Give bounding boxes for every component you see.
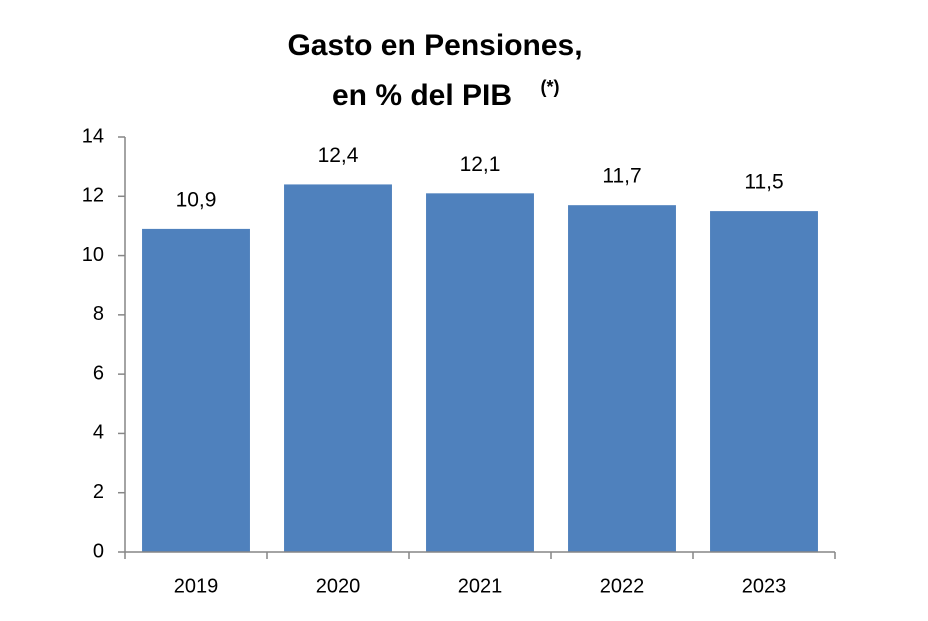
bar — [142, 228, 250, 552]
y-tick-label: 2 — [93, 481, 104, 503]
x-tick-label: 2022 — [600, 575, 645, 597]
y-tick-label: 10 — [82, 244, 104, 266]
value-label: 11,5 — [744, 171, 783, 194]
value-label: 12,4 — [318, 144, 359, 167]
bar — [568, 205, 676, 552]
value-label: 10,9 — [176, 188, 217, 211]
x-tick-label: 2023 — [742, 575, 787, 597]
title-note: (*) — [541, 77, 560, 97]
value-label: 12,1 — [460, 153, 501, 176]
y-tick-label: 4 — [93, 422, 104, 444]
value-label: 11,7 — [602, 165, 641, 188]
y-tick-label: 6 — [93, 362, 104, 384]
x-tick-label: 2020 — [316, 575, 361, 597]
bar — [426, 193, 534, 553]
x-tick-label: 2019 — [174, 575, 219, 597]
x-tick-label: 2021 — [458, 575, 503, 597]
y-tick-label: 14 — [82, 125, 104, 147]
bar — [710, 211, 818, 552]
y-tick-label: 0 — [93, 540, 104, 562]
chart-title: Gasto en Pensiones, — [287, 29, 582, 62]
chart-title: en % del PIB — [332, 79, 512, 112]
y-tick-label: 12 — [82, 185, 104, 207]
bar — [284, 184, 392, 552]
y-tick-label: 8 — [93, 303, 104, 325]
